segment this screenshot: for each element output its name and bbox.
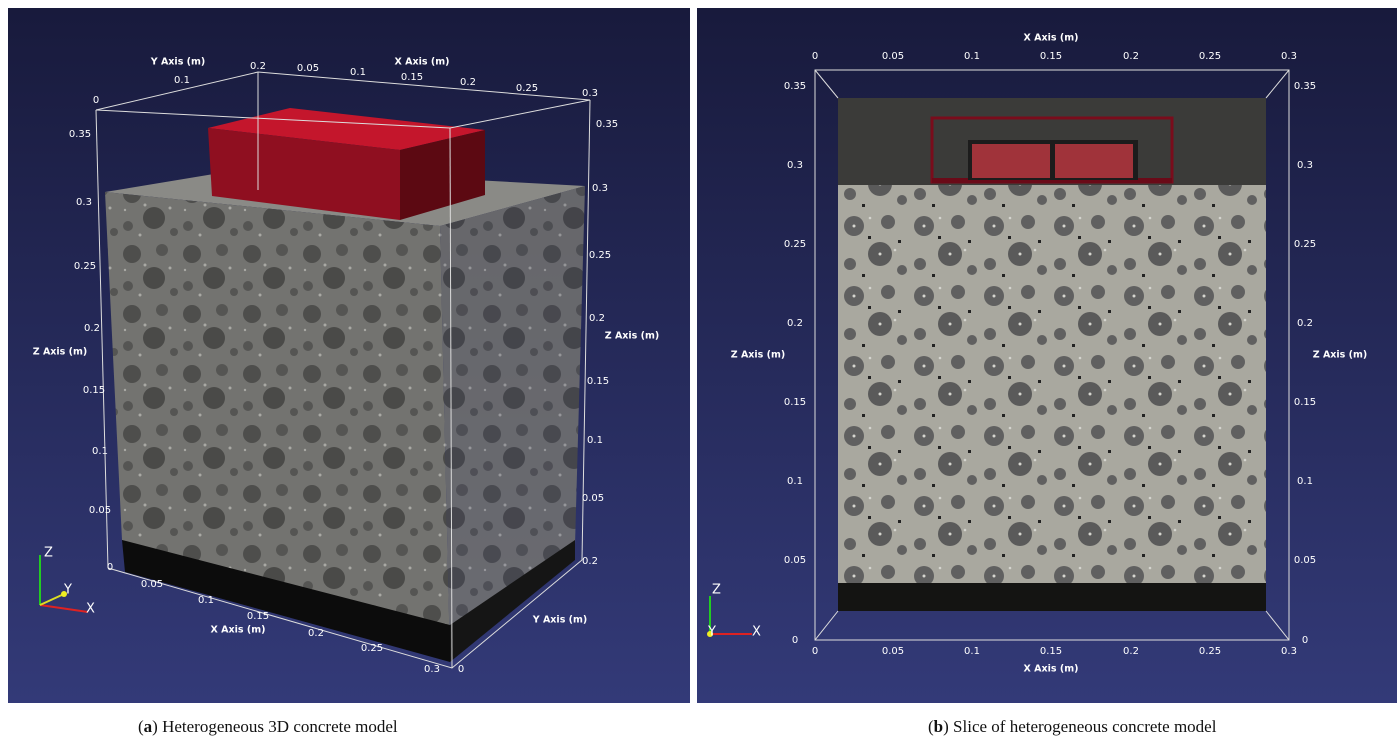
- caption: (b) Slice of heterogeneous concrete mode…: [928, 717, 1217, 736]
- tick-label: 0.3: [787, 160, 803, 171]
- tick-label: 0.1: [587, 435, 603, 446]
- tick-label: 0.35: [596, 119, 618, 130]
- tick-label: 0.25: [1199, 646, 1221, 657]
- base: [838, 583, 1266, 611]
- tick-label: 0.3: [582, 88, 598, 99]
- tick-label: 0.15: [83, 385, 105, 396]
- tick-label: 0.1: [350, 67, 366, 78]
- tick-label: 0.25: [361, 643, 383, 654]
- tick-label: 0.25: [589, 250, 611, 261]
- load-plate: [972, 144, 1050, 178]
- axis-title: Y Axis (m): [532, 615, 587, 626]
- tick-label: 0: [458, 664, 464, 675]
- caption: (a) Heterogeneous 3D concrete model: [138, 717, 398, 736]
- orientation-label: Z: [44, 546, 53, 561]
- orientation-label: Y: [707, 625, 716, 640]
- tick-label: 0: [1302, 635, 1308, 646]
- tick-label: 0.15: [784, 397, 806, 408]
- tick-label: 0.3: [1281, 51, 1297, 62]
- tick-label: 0.05: [1294, 555, 1316, 566]
- tick-label: 0.2: [1123, 646, 1139, 657]
- tick-label: 0.3: [1281, 646, 1297, 657]
- axis-title: Z Axis (m): [605, 331, 659, 342]
- tick-label: 0: [812, 646, 818, 657]
- tick-label: 0.25: [74, 261, 96, 272]
- caption-rest: ) Heterogeneous 3D concrete model: [152, 717, 398, 736]
- tick-label: 0.35: [784, 81, 806, 92]
- axis-title: X Axis (m): [1024, 33, 1079, 44]
- tick-label: 0.1: [198, 595, 214, 606]
- concrete-slice: [838, 185, 1266, 583]
- tick-label: 0.2: [460, 77, 476, 88]
- tick-label: 0.1: [787, 476, 803, 487]
- tick-label: 0.05: [882, 646, 904, 657]
- tick-label: 0: [107, 562, 113, 573]
- tick-label: 0.05: [89, 505, 111, 516]
- tick-label: 0.35: [69, 129, 91, 140]
- tick-label: 0.05: [297, 63, 319, 74]
- axis-title: X Axis (m): [1024, 664, 1079, 675]
- figure: Y Axis (m) X Axis (m) Z Axis (m) Z Axis (m)…: [0, 0, 1400, 744]
- tick-label: 0.25: [1294, 239, 1316, 250]
- caption-rest: ) Slice of heterogeneous concrete model: [943, 717, 1217, 736]
- tick-label: 0.25: [516, 83, 538, 94]
- axis-title: X Axis (m): [395, 57, 450, 68]
- tick-label: 0.1: [92, 446, 108, 457]
- tick-label: 0.15: [247, 611, 269, 622]
- tick-label: 0.3: [424, 664, 440, 675]
- tick-label: 0.1: [964, 51, 980, 62]
- orientation-label: X: [752, 625, 761, 640]
- axis-title: Z Axis (m): [1313, 350, 1367, 361]
- tick-label: 0.15: [1040, 646, 1062, 657]
- tick-label: 0.1: [964, 646, 980, 657]
- tick-label: 0.2: [589, 313, 605, 324]
- tick-label: 0.2: [1297, 318, 1313, 329]
- tick-label: 0.3: [76, 197, 92, 208]
- orientation-label: Y: [63, 583, 72, 598]
- tick-label: 0.1: [174, 75, 190, 86]
- tick-label: 0.05: [784, 555, 806, 566]
- tick-label: 0.3: [1297, 160, 1313, 171]
- tick-label: 0.2: [308, 628, 324, 639]
- tick-label: 0.25: [1199, 51, 1221, 62]
- tick-label: 0.15: [1294, 397, 1316, 408]
- tick-label: 0.25: [784, 239, 806, 250]
- tick-label: 0.2: [582, 556, 598, 567]
- tick-label: 0.05: [141, 579, 163, 590]
- tick-label: 0: [812, 51, 818, 62]
- tick-label: 0.1: [1297, 476, 1313, 487]
- tick-label: 0.2: [787, 318, 803, 329]
- tick-label: 0.2: [1123, 51, 1139, 62]
- axis-title: Z Axis (m): [731, 350, 785, 361]
- tick-label: 0.15: [401, 72, 423, 83]
- tick-label: 0: [792, 635, 798, 646]
- tick-label: 0.05: [582, 493, 604, 504]
- orientation-label: Z: [712, 583, 721, 598]
- caption-label: b: [934, 717, 943, 736]
- tick-label: 0.35: [1294, 81, 1316, 92]
- tick-label: 0.2: [84, 323, 100, 334]
- tick-label: 0.15: [587, 376, 609, 387]
- axis-title: Z Axis (m): [33, 347, 87, 358]
- load-plate: [1055, 144, 1133, 178]
- tick-label: 0: [93, 95, 99, 106]
- tick-label: 0.3: [592, 183, 608, 194]
- tick-label: 0.2: [250, 61, 266, 72]
- tick-label: 0.05: [882, 51, 904, 62]
- orientation-label: X: [86, 602, 95, 617]
- axis-title: Y Axis (m): [150, 57, 205, 68]
- axis-title: X Axis (m): [211, 625, 266, 636]
- tick-label: 0.15: [1040, 51, 1062, 62]
